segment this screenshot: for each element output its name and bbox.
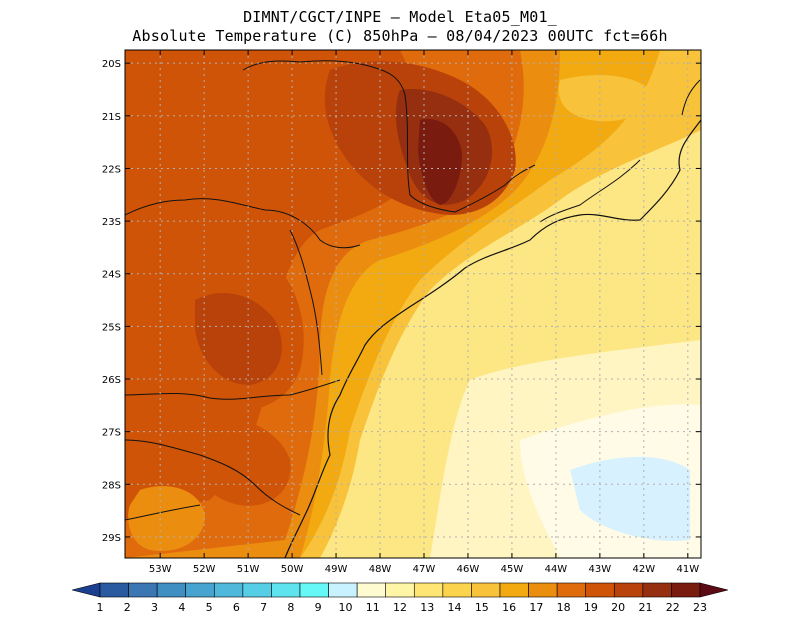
lon-tick-label: 53W (149, 564, 172, 575)
lat-tick-label: 21S (102, 112, 121, 123)
grid-lines (125, 50, 701, 558)
coastline (284, 119, 701, 558)
latitude-axis: 20S 21S 22S 23S 24S 25S 26S 27S 28S 29S (102, 59, 701, 544)
colorbar-label: 14 (448, 601, 462, 614)
border-minas-sao-paulo (242, 60, 536, 213)
lon-tick-label: 42W (633, 564, 656, 575)
colorbar-label: 21 (638, 601, 652, 614)
colorbar-swatch (299, 582, 329, 598)
colorbar-swatch (356, 582, 387, 598)
longitude-axis: 53W 52W 51W 50W 49W 48W 47W 46W 45W 44W 43W 42W 41W (149, 50, 699, 575)
colorbar-label: 9 (315, 601, 322, 614)
colorbar-label: 11 (366, 601, 380, 614)
colorbar-swatch (413, 582, 444, 598)
colorbar-swatch (471, 582, 501, 598)
colorbar-swatch (156, 582, 187, 598)
colorbar-label: 6 (233, 601, 240, 614)
lon-tick-label: 43W (589, 564, 612, 575)
coastline-and-borders (125, 60, 701, 558)
colorbar-swatch (271, 582, 301, 598)
field-band-21-centre (195, 292, 282, 385)
lat-tick-label: 26S (102, 375, 121, 386)
lon-tick-label: 41W (676, 564, 699, 575)
lat-tick-label: 22S (102, 164, 121, 175)
colorbar-label: 17 (529, 601, 543, 614)
colorbar-label: 4 (178, 601, 185, 614)
colorbar-arrow-low (71, 582, 101, 598)
field-band-23 (418, 119, 462, 205)
colorbar-label: 7 (260, 601, 267, 614)
colorbar-swatch (328, 582, 358, 598)
colorbar-label: 22 (666, 601, 680, 614)
colorbar-label: 13 (420, 601, 434, 614)
lon-tick-label: 51W (237, 564, 260, 575)
colorbar-swatch (585, 582, 615, 598)
colorbar-label: 18 (557, 601, 571, 614)
lon-tick-label: 48W (369, 564, 392, 575)
lon-tick-label: 44W (545, 564, 568, 575)
temperature-field (125, 50, 701, 558)
colorbar-swatch (242, 582, 272, 598)
lon-tick-label: 52W (193, 564, 216, 575)
colorbar-swatch (556, 582, 587, 598)
colorbar-label: 12 (393, 601, 407, 614)
colorbar-label: 3 (151, 601, 158, 614)
lon-tick-label: 49W (325, 564, 348, 575)
colorbar-swatch (99, 582, 129, 598)
lon-tick-label: 45W (501, 564, 524, 575)
border-parana-sao-paulo (125, 198, 361, 249)
lat-tick-label: 20S (102, 59, 121, 70)
colorbar-swatch (128, 582, 158, 598)
colorbar-swatch (613, 582, 644, 598)
colorbar-swatch (499, 582, 529, 598)
border-east-parana (289, 229, 323, 376)
lon-tick-label: 46W (457, 564, 480, 575)
colorbar-label: 2 (124, 601, 131, 614)
colorbar-swatch (185, 582, 215, 598)
colorbar-swatch (528, 582, 558, 598)
border-rio-de-janeiro (539, 159, 641, 223)
colorbar-label: 23 (693, 601, 707, 614)
lat-tick-label: 27S (102, 428, 121, 439)
colorbar-label: 5 (206, 601, 213, 614)
field-band-16-northeast (558, 75, 655, 122)
border-parana-santa-catarina (125, 379, 341, 400)
chart-title-line2: Absolute Temperature (C) 850hPa – 08/04/… (132, 27, 668, 45)
lat-tick-label: 29S (102, 533, 121, 544)
lat-tick-label: 23S (102, 217, 121, 228)
colorbar-label: 10 (338, 601, 352, 614)
colorbar-swatch (213, 582, 244, 598)
lat-tick-label: 24S (102, 270, 121, 281)
border-espirito-santo (681, 79, 701, 116)
colorbar: 1 2 3 4 5 6 7 8 9 10 11 12 13 14 15 16 17 18 19 20 21 22 23 (71, 582, 729, 614)
colorbar-swatch (642, 582, 672, 598)
field-band-20-south (194, 417, 291, 506)
colorbar-label: 1 (97, 601, 104, 614)
colorbar-swatch (385, 582, 415, 598)
colorbar-label: 15 (475, 601, 489, 614)
lon-tick-label: 50W (281, 564, 304, 575)
colorbar-label: 8 (287, 601, 294, 614)
field-band-18-southwest (128, 486, 205, 551)
lat-tick-label: 28S (102, 480, 121, 491)
chart-title-line1: DIMNT/CGCT/INPE – Model Eta05_M01_ (243, 8, 557, 26)
colorbar-arrow-high (699, 582, 729, 598)
colorbar-swatch (442, 582, 472, 598)
colorbar-label: 16 (502, 601, 516, 614)
colorbar-label: 20 (611, 601, 625, 614)
border-santa-catarina-rio-grande (125, 439, 301, 516)
plot-frame (124, 49, 702, 559)
lat-tick-label: 25S (102, 322, 121, 333)
colorbar-swatch (671, 582, 701, 598)
colorbar-label: 19 (584, 601, 598, 614)
lon-tick-label: 47W (413, 564, 436, 575)
